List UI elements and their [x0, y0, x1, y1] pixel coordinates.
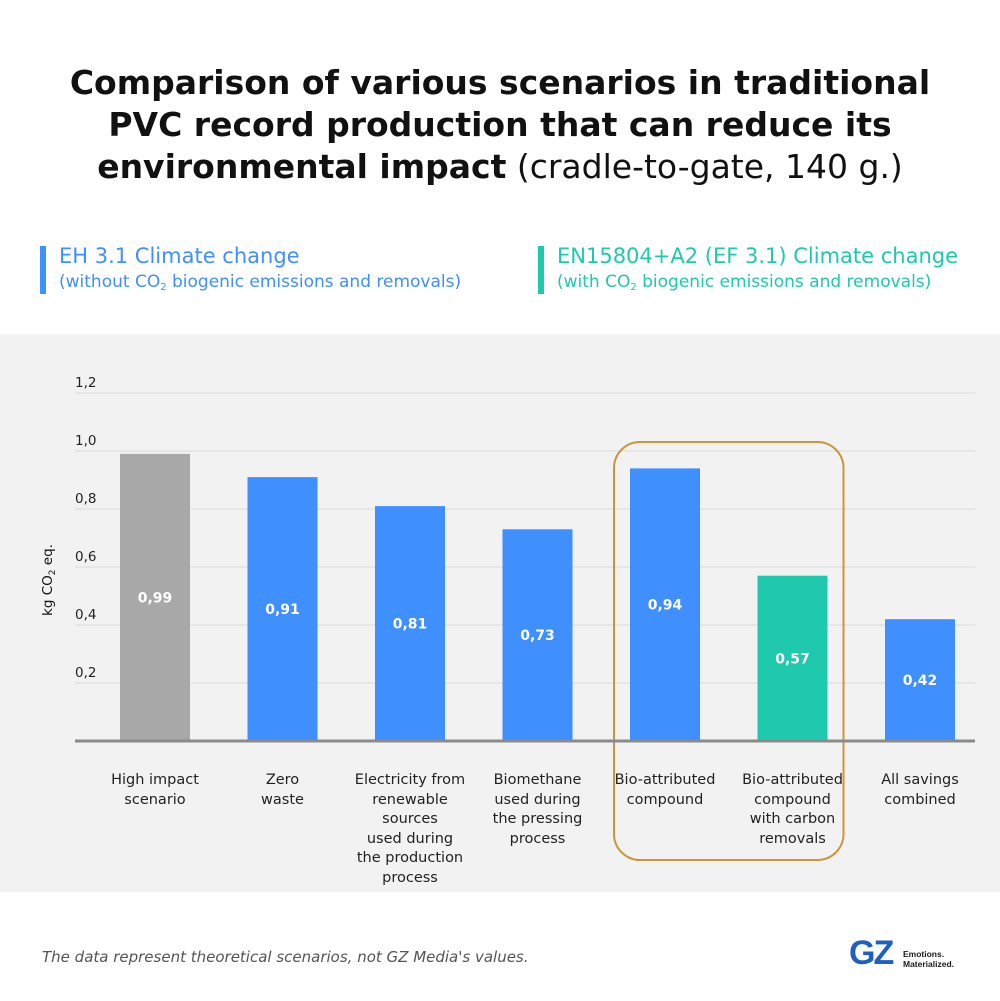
bar-value-label: 0,57	[775, 651, 810, 667]
y-tick-label: 1,2	[75, 375, 96, 391]
legend-swatch-teal	[538, 246, 544, 294]
x-category-label: High impact scenario	[111, 772, 199, 808]
x-category-label: Bio-attributed compound with carbon removal…	[742, 772, 843, 847]
y-tick-label: 0,6	[75, 549, 96, 565]
bar	[630, 468, 700, 741]
y-tick-label: 0,8	[75, 491, 96, 507]
bar-value-label: 0,94	[648, 598, 683, 614]
legend-label-main: EN15804+A2 (EF 3.1) Climate change	[557, 244, 959, 268]
bar-value-label: 0,99	[138, 590, 173, 606]
bar-value-label: 0,81	[393, 617, 428, 633]
logo-mark: GZ	[849, 934, 894, 972]
bar-value-label: 0,42	[903, 673, 938, 689]
bar	[120, 453, 190, 741]
x-category-label: Biomethane used during the pressing process	[492, 772, 583, 847]
legend-label-sub: (with CO2 biogenic emissions and removal…	[557, 272, 932, 293]
y-axis-label: kg CO2 eq.	[40, 544, 58, 616]
bar-chart: 0,2 0,4 0,6 0,8 1,0 1,2 kg CO2 eq. 0,99 0,91 0,81…	[40, 375, 975, 861]
x-category-label: Electricity from renewable sources used du…	[354, 772, 466, 886]
footnote: The data represent theoretical scenarios…	[42, 948, 529, 966]
gz-logo: GZ Emotions. Materialized.	[849, 934, 959, 980]
x-category-label: All savings combined	[881, 772, 959, 808]
bar-value-label: 0,91	[265, 602, 300, 618]
legend-label-main: EH 3.1 Climate change	[59, 244, 300, 268]
y-tick-label: 0,2	[75, 665, 96, 681]
chart-title: Comparison of various scenarios in tradi…	[60, 62, 940, 188]
chart-title-normal: (cradle-to-gate, 140 g.)	[506, 147, 903, 186]
legend-label-sub: (without CO2 biogenic emissions and remo…	[59, 272, 462, 293]
logo-tagline: Emotions. Materialized.	[903, 949, 955, 969]
y-tick-label: 0,4	[75, 607, 96, 623]
bar	[375, 506, 445, 741]
x-category-label: Zero waste	[261, 772, 304, 808]
x-category-label: Bio-attributed compound	[614, 772, 716, 808]
bar	[757, 575, 828, 741]
highlight-box	[613, 441, 845, 861]
bar	[247, 477, 318, 741]
bar-value-label: 0,73	[520, 628, 555, 644]
legend-swatch-blue	[40, 246, 46, 294]
y-tick-label: 1,0	[75, 433, 96, 449]
bar	[885, 619, 955, 741]
bar	[502, 529, 573, 741]
chart-title-bold: Comparison of various scenarios in tradi…	[69, 63, 931, 186]
